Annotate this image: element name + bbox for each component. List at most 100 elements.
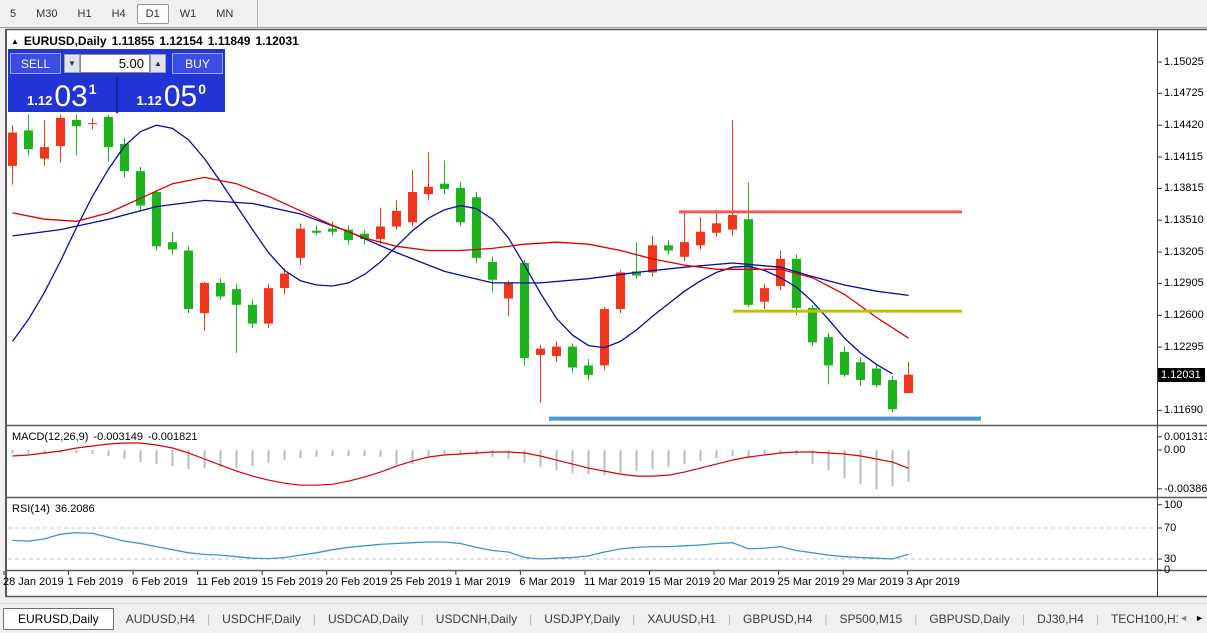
date-axis-label: 6 Feb 2019	[132, 576, 188, 588]
one-click-trading-panel: SELL ▼ ▲ BUY 1.12 03 1 1.12 05 0	[8, 49, 226, 113]
candle-body	[264, 288, 273, 324]
macd-histogram-bar	[523, 450, 526, 464]
timeframe-W1[interactable]: W1	[179, 7, 197, 20]
tab-gbpusd-h4[interactable]: GBPUSD,H4	[743, 611, 813, 626]
price-axis-label: 1.12905	[1164, 277, 1204, 290]
timeframe-5[interactable]: 5	[10, 7, 17, 20]
macd-histogram-bar	[699, 450, 702, 462]
macd-histogram-bar	[331, 450, 334, 457]
tab-usdcnh-daily[interactable]: USDCNH,Daily	[435, 611, 518, 626]
timeframe-M30[interactable]: M30	[36, 7, 58, 20]
buy-button[interactable]: BUY	[172, 53, 223, 74]
date-axis-label: 15 Feb 2019	[261, 576, 323, 588]
price-axis-label: 1.15025	[1164, 56, 1204, 68]
macd-histogram-bar	[155, 450, 158, 465]
macd-histogram-bar	[411, 450, 414, 465]
timeframe-MN[interactable]: MN	[216, 7, 234, 20]
tab-usdcad-daily[interactable]: USDCAD,Daily	[327, 611, 409, 626]
macd-histogram-bar	[187, 450, 190, 470]
candle-body	[376, 226, 385, 240]
sell-price[interactable]: 1.12 03 1	[8, 77, 116, 113]
candle-body	[280, 273, 289, 289]
timeframe-toolbar: 5 M30 H1 H4 D1 W1 MN	[0, 0, 1207, 28]
sell-price-point: 1	[88, 81, 97, 97]
candle-body	[200, 282, 209, 314]
tab-separator: |	[207, 611, 211, 626]
tab-audusd-h4[interactable]: AUDUSD,H4	[125, 611, 196, 626]
tabs-scroll-left-button[interactable]: ◄	[1179, 613, 1189, 623]
candle-body	[616, 272, 625, 310]
tab-usdjpy-daily[interactable]: USDJPY,Daily	[544, 611, 621, 626]
candle-body	[504, 282, 513, 299]
candle-body	[600, 309, 609, 366]
candle-body	[216, 282, 225, 297]
tab-tech100-h1[interactable]: TECH100,H1	[1110, 611, 1178, 626]
date-axis-label: 20 Feb 2019	[325, 576, 388, 588]
macd-histogram-bar	[491, 450, 494, 458]
date-axis-label: 20 Mar 2019	[713, 576, 775, 588]
tab-separator: |	[1022, 611, 1026, 626]
tab-usdchf-daily[interactable]: USDCHF,Daily	[222, 611, 301, 626]
candle-body	[56, 117, 65, 147]
macd-histogram-bar	[427, 450, 430, 457]
price-axis-label: 1.14115	[1164, 151, 1203, 164]
ohlc-high: 1.12154	[159, 34, 203, 48]
candle-body	[696, 231, 705, 246]
sell-price-prefix: 1.12	[27, 93, 53, 108]
candle-body	[136, 171, 145, 206]
tab-separator: |	[529, 611, 533, 626]
buy-price[interactable]: 1.12 05 0	[118, 77, 226, 113]
macd-histogram-bar	[907, 450, 910, 482]
sell-button[interactable]: SELL	[10, 53, 61, 74]
macd-signal-line	[12, 442, 909, 486]
macd-histogram-bar	[363, 450, 366, 457]
macd-histogram-bar	[171, 450, 174, 467]
toolbar-separator	[257, 0, 259, 27]
macd-histogram-bar	[267, 450, 270, 464]
candle-body	[760, 288, 769, 302]
tab-sp500-m15[interactable]: SP500,M15	[839, 611, 903, 626]
macd-histogram-bar	[315, 450, 318, 458]
macd-histogram-bar	[251, 450, 254, 467]
candle-body	[728, 215, 737, 230]
timeframe-H4[interactable]: H4	[111, 7, 126, 20]
candle-body	[344, 229, 353, 241]
macd-axis-label: -0.00386	[1164, 482, 1207, 495]
candle-body	[184, 250, 193, 310]
date-axis-label: 1 Feb 2019	[67, 576, 124, 588]
tab-eurusd-daily[interactable]: EURUSD,Daily	[3, 607, 114, 630]
price-divider	[115, 77, 118, 113]
candle-body	[568, 346, 577, 368]
symbol-tab-bar: EURUSD,Daily AUDUSD,H4 | USDCHF,Daily | USDCA…	[0, 603, 1207, 633]
macd-histogram-bar	[507, 450, 510, 460]
candle-body	[248, 304, 257, 324]
candle-body	[680, 242, 689, 257]
macd-histogram-bar	[811, 450, 814, 465]
rsi-name: RSI(14)	[12, 503, 50, 515]
tabs-scroll-right-button[interactable]: ►	[1195, 613, 1204, 623]
timeframe-H1[interactable]: H1	[77, 7, 92, 20]
macd-histogram-bar	[43, 450, 46, 455]
candle-body	[104, 116, 113, 148]
candle-body	[168, 242, 177, 250]
sell-price-pips: 03	[54, 80, 88, 113]
candle-body	[872, 368, 881, 386]
volume-increase-button[interactable]: ▲	[150, 54, 166, 73]
tab-dj30-h4[interactable]: DJ30,H4	[1037, 611, 1084, 626]
tab-gbpusd-daily[interactable]: GBPUSD,Daily	[929, 611, 1011, 626]
candle-body	[152, 192, 161, 247]
buy-price-point: 0	[198, 81, 206, 97]
volume-stepper: ▼ ▲	[64, 54, 169, 73]
date-axis-label: 25 Mar 2019	[777, 576, 840, 588]
volume-input[interactable]	[80, 54, 150, 73]
timeframe-D1[interactable]: D1	[136, 3, 169, 24]
macd-histogram-bar	[443, 450, 446, 455]
volume-decrease-button[interactable]: ▼	[64, 54, 80, 73]
candle-body	[360, 233, 369, 240]
candle-body	[312, 230, 321, 233]
candle-body	[424, 186, 433, 195]
tab-xauusd-h1[interactable]: XAUUSD,H1	[647, 611, 716, 626]
tab-separator: |	[312, 611, 316, 626]
